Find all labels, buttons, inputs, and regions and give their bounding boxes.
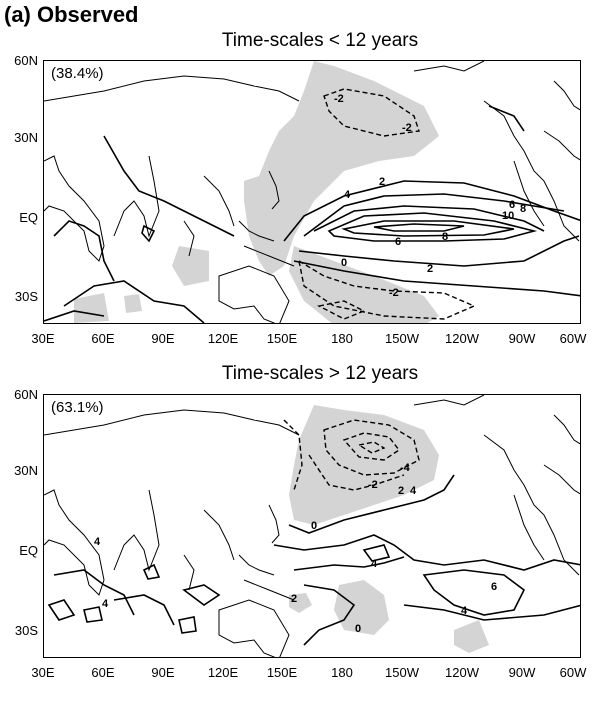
lon-tick-150e: 150E (266, 665, 298, 680)
lat-tick-eq: EQ (19, 210, 38, 225)
contour-label: 8 (520, 203, 526, 215)
lon-tick-60e: 60E (91, 665, 115, 680)
contour-label: 4 (94, 536, 101, 548)
variance-label-2: (63.1%) (50, 399, 105, 416)
contour-label: 0 (341, 257, 347, 269)
lon-tick-180: 180 (331, 665, 353, 680)
map-panel-1-svg: -2 -2 2 4 6 8 10 0 2 6 8 -2 (44, 61, 580, 323)
contour-label: 4 (410, 485, 417, 497)
lat-tick-30n: 30N (14, 463, 38, 478)
lon-tick-120e: 120E (207, 665, 239, 680)
shaded-regions (289, 405, 489, 653)
contour-label: 6 (395, 236, 401, 248)
contour-label: -2 (389, 287, 399, 299)
lat-tick-30s: 30S (14, 289, 38, 304)
lon-tick-90w: 90W (508, 331, 536, 346)
contour-label: 6 (491, 581, 497, 593)
lon-tick-60w: 60W (559, 331, 587, 346)
lat-tick-eq: EQ (19, 543, 38, 558)
lon-tick-150w: 150W (385, 331, 419, 346)
contour-label: 2 (379, 176, 385, 188)
lon-tick-30e: 30E (31, 331, 55, 346)
contour-labels: -4 -2 0 2 4 4 4 2 6 4 0 4 (94, 462, 497, 635)
coastlines (44, 395, 580, 657)
solid-contours (44, 105, 580, 323)
lon-tick-150e: 150E (266, 331, 298, 346)
contour-label: -2 (402, 122, 412, 134)
map-panel-2: -4 -2 0 2 4 4 4 2 6 4 0 4 (63.1%) (43, 394, 581, 658)
lat-tick-30n: 30N (14, 130, 38, 145)
contour-label: 2 (291, 593, 297, 605)
contour-label: 4 (344, 189, 351, 201)
solid-contours (47, 474, 580, 646)
dashed-contours (283, 419, 420, 491)
map-panel-2-svg: -4 -2 0 2 4 4 4 2 6 4 0 4 (44, 395, 580, 657)
lon-tick-120w: 120W (445, 665, 479, 680)
contour-label: -2 (334, 93, 344, 105)
lon-tick-90e: 90E (151, 665, 175, 680)
lat-tick-60n: 60N (14, 387, 38, 402)
contour-label: 0 (355, 623, 361, 635)
lon-tick-90e: 90E (151, 331, 175, 346)
lon-tick-90w: 90W (508, 665, 536, 680)
lon-tick-60w: 60W (559, 665, 587, 680)
contour-label: 2 (398, 485, 404, 497)
lon-tick-60e: 60E (91, 331, 115, 346)
lon-tick-30e: 30E (31, 665, 55, 680)
contour-label: 2 (427, 263, 433, 275)
contour-labels: -2 -2 2 4 6 8 10 0 2 6 8 -2 (334, 93, 526, 299)
lon-tick-120w: 120W (445, 331, 479, 346)
panel-2-title: Time-scales > 12 years (221, 363, 419, 384)
variance-label-1: (38.4%) (50, 65, 105, 82)
panel-1-title: Time-scales < 12 years (221, 30, 419, 51)
contour-label: 6 (509, 199, 515, 211)
figure-title: (a) Observed (4, 2, 139, 27)
lat-tick-30s: 30S (14, 623, 38, 638)
lon-tick-120e: 120E (207, 331, 239, 346)
lon-tick-180: 180 (331, 331, 353, 346)
lat-tick-60n: 60N (14, 53, 38, 68)
map-panel-1: -2 -2 2 4 6 8 10 0 2 6 8 -2 (38.4%) (43, 60, 581, 324)
contour-label: -4 (400, 462, 411, 474)
coastlines (44, 61, 580, 323)
contour-label: 4 (461, 605, 468, 617)
contour-label: 10 (502, 210, 514, 222)
contour-label: -2 (368, 479, 378, 491)
contour-label: 4 (102, 598, 109, 610)
contour-label: 0 (311, 520, 317, 532)
contour-label: 8 (442, 231, 448, 243)
lon-tick-150w: 150W (385, 665, 419, 680)
dashed-contours (298, 88, 476, 320)
contour-label: 4 (371, 558, 378, 570)
